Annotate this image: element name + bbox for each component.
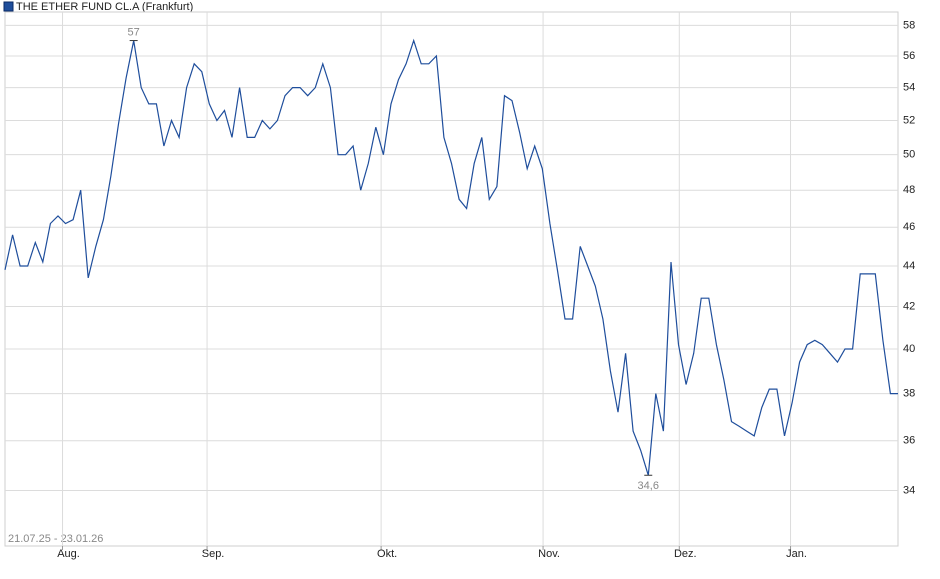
y-tick-label: 52 (903, 114, 915, 126)
y-tick-label: 44 (903, 260, 915, 272)
y-tick-label: 56 (903, 50, 915, 62)
x-tick-label: Sep. (202, 548, 225, 560)
legend-swatch (3, 1, 14, 12)
y-tick-label: 46 (903, 221, 915, 233)
date-range: 21.07.25 - 23.01.26 (8, 533, 103, 545)
x-tick-label: Jan. (786, 548, 807, 560)
y-tick-label: 36 (903, 435, 915, 447)
plot-frame (4, 11, 899, 547)
x-tick-label: Dez. (674, 548, 697, 560)
extreme-label: 57 (128, 26, 140, 38)
y-tick-label: 54 (903, 82, 915, 94)
y-tick-label: 42 (903, 300, 915, 312)
y-tick-label: 58 (903, 19, 915, 31)
extreme-label: 34,6 (638, 480, 659, 492)
legend-label: THE ETHER FUND CL.A (Frankfurt) (16, 1, 193, 13)
x-tick-label: Okt. (377, 548, 397, 560)
y-tick-label: 38 (903, 388, 915, 400)
price-line (4, 38, 898, 476)
y-tick-label: 48 (903, 184, 915, 196)
x-tick-label: Aug. (57, 548, 80, 560)
y-tick-label: 40 (903, 343, 915, 355)
y-tick-label: 50 (903, 149, 915, 161)
y-tick-label: 34 (903, 484, 915, 496)
x-tick-label: Nov. (538, 548, 560, 560)
